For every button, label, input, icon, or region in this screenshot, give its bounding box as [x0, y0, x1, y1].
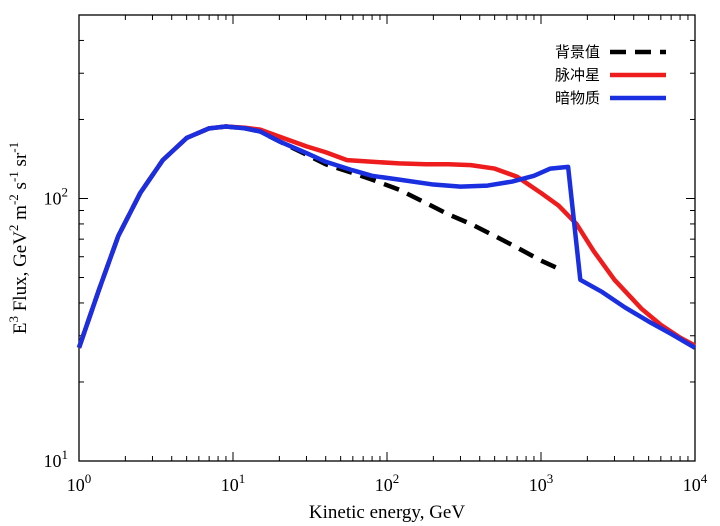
x-tick-label: 101: [221, 471, 246, 495]
y-tick-label: 102: [44, 184, 69, 208]
x-tick-label: 102: [375, 471, 400, 495]
y-tick-label: 101: [44, 447, 69, 471]
legend-label-1: 脉冲星: [555, 66, 600, 84]
legend-label-0: 背景值: [555, 43, 600, 61]
x-tick-label: 104: [683, 471, 708, 495]
series-line-1: [76, 124, 697, 349]
y-axis-title: E3 Flux, GeV2 m-2 s-1 sr-1: [6, 142, 31, 334]
x-tick-label: 103: [529, 471, 554, 495]
x-tick-label: 100: [67, 471, 92, 495]
series-line-0: [76, 124, 565, 349]
plot-frame: [78, 14, 696, 462]
series-line-2: [76, 124, 697, 350]
x-axis-title: Kinetic energy, GeV: [309, 502, 465, 523]
legend-label-2: 暗物质: [555, 89, 600, 107]
